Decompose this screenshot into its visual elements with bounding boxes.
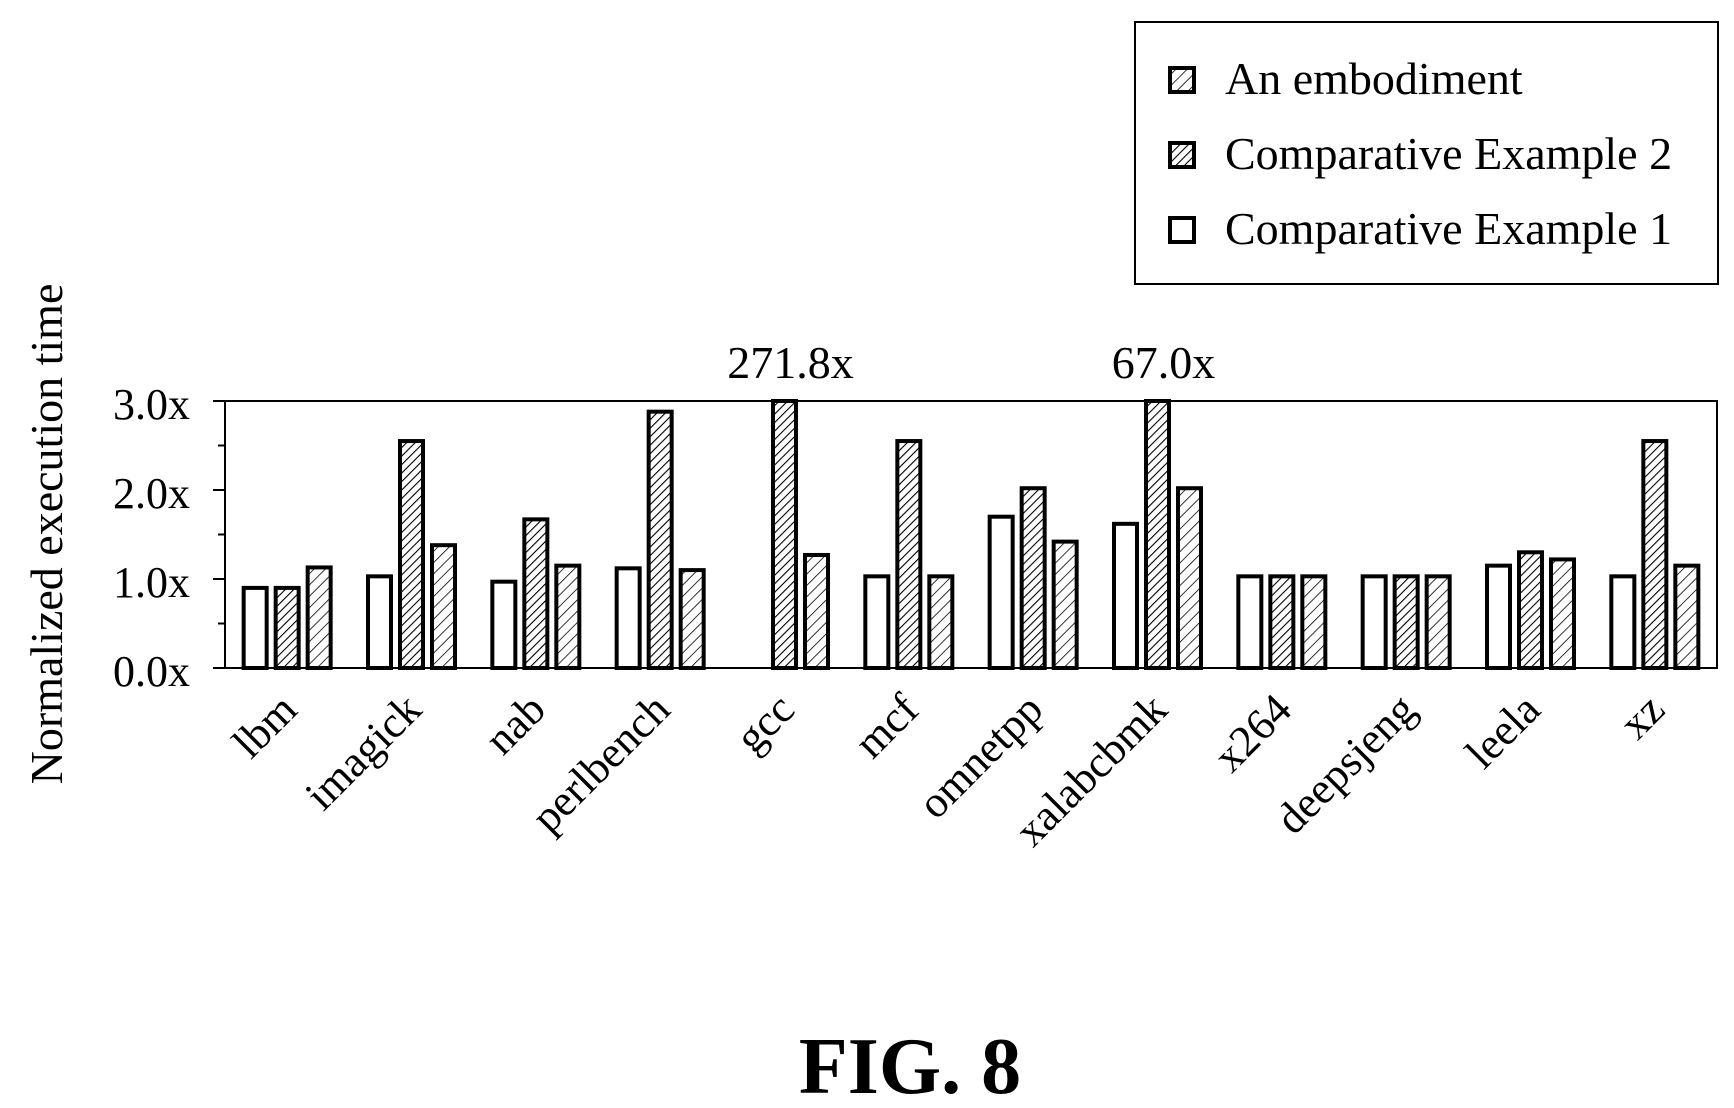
bar-perlbench-comparative-example-2	[646, 409, 674, 670]
bar-omnetpp-comparative-example-2	[1019, 486, 1047, 670]
y-ticks	[213, 400, 225, 669]
bar-xalabcbmk-an-embodiment	[1176, 486, 1203, 670]
bar-imagick-comparative-example-2	[398, 439, 425, 670]
y-tick-label-1: 1.0x	[113, 558, 190, 607]
bar-deepsjeng-comparative-example-2	[1392, 574, 1420, 671]
bar-mcf-comparative-example-2	[895, 439, 923, 670]
legend-label-comparative-example-2: Comparative Example 2	[1225, 128, 1672, 179]
bar-leela-comparative-example-1	[1485, 563, 1512, 671]
bar-nab-an-embodiment	[554, 563, 582, 671]
bar-lbm-comparative-example-2	[273, 585, 301, 671]
bar-x264-comparative-example-2	[1268, 574, 1296, 671]
annotations: 271.8x 67.0x	[727, 337, 1215, 388]
bar-perlbench-comparative-example-1	[614, 566, 642, 671]
y-tick-label-3: 3.0x	[113, 380, 190, 429]
bar-perlbench-an-embodiment	[678, 568, 706, 670]
bar-xalabcbmk-comparative-example-1	[1112, 521, 1139, 670]
y-tick-labels: 0.0x 1.0x 2.0x 3.0x	[113, 380, 190, 696]
bar-mcf-comparative-example-1	[863, 574, 891, 671]
bar-nab-comparative-example-1	[490, 579, 518, 670]
x-tick-label-lbm: lbm	[223, 684, 306, 767]
legend-swatch-an-embodiment	[1168, 66, 1196, 94]
bar-leela-comparative-example-2	[1517, 550, 1544, 670]
y-tick-label-0: 0.0x	[113, 647, 190, 696]
bar-xz-an-embodiment	[1673, 563, 1701, 671]
legend-label-comparative-example-1: Comparative Example 1	[1225, 203, 1672, 254]
x-tick-label-x264: x264	[1204, 684, 1301, 781]
bar-x264-an-embodiment	[1300, 574, 1328, 671]
legend-swatch-comparative-example-2	[1168, 141, 1196, 169]
bars	[241, 399, 1701, 671]
figure-caption: FIG. 8	[799, 1023, 1021, 1108]
bar-xz-comparative-example-2	[1641, 439, 1669, 670]
bar-mcf-an-embodiment	[927, 574, 955, 671]
x-tick-label-imagick: imagick	[296, 684, 431, 819]
bar-imagick-an-embodiment	[430, 543, 457, 670]
bar-xz-comparative-example-1	[1609, 574, 1637, 671]
bar-lbm-comparative-example-1	[241, 585, 269, 671]
bar-nab-comparative-example-2	[522, 517, 550, 670]
bar-omnetpp-an-embodiment	[1051, 539, 1079, 670]
annotation-gcc: 271.8x	[727, 337, 854, 388]
x-tick-label-gcc: gcc	[726, 684, 804, 762]
bar-lbm-an-embodiment	[305, 565, 333, 670]
y-tick-label-2: 2.0x	[113, 469, 190, 518]
legend-swatch-comparative-example-1	[1168, 216, 1196, 244]
bar-deepsjeng-comparative-example-1	[1360, 574, 1388, 671]
bar-gcc-comparative-example-2	[771, 399, 798, 670]
bar-gcc-an-embodiment	[803, 552, 830, 670]
legend-box	[1134, 21, 1719, 285]
bar-xalabcbmk-comparative-example-2	[1144, 399, 1171, 670]
x-tick-label-mcf: mcf	[845, 684, 928, 767]
legend: An embodiment Comparative Example 2 Compar…	[1134, 21, 1719, 285]
annotation-xalabcbmk: 67.0x	[1112, 337, 1216, 388]
x-tick-label-nab: nab	[475, 684, 555, 764]
bar-x264-comparative-example-1	[1236, 574, 1264, 671]
bar-imagick-comparative-example-1	[366, 574, 393, 671]
y-axis-label: Normalized execution time	[21, 284, 72, 785]
bar-deepsjeng-an-embodiment	[1424, 574, 1452, 671]
x-tick-label-xz: xz	[1610, 684, 1674, 748]
legend-label-an-embodiment: An embodiment	[1225, 53, 1523, 104]
bar-omnetpp-comparative-example-1	[987, 514, 1015, 671]
bar-leela-an-embodiment	[1549, 557, 1576, 670]
x-tick-label-perlbench: perlbench	[522, 684, 679, 841]
x-tick-label-leela: leela	[1456, 684, 1549, 777]
